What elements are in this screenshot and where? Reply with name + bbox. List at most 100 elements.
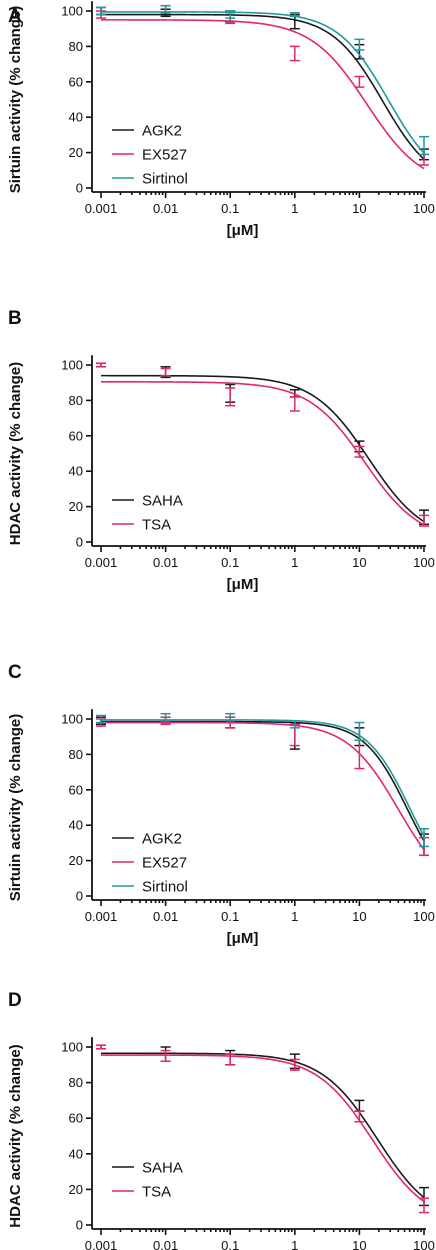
y-tick-label: 0: [76, 535, 83, 550]
x-tick-label: 0.1: [221, 909, 239, 924]
legend-label-tsa: TSA: [142, 517, 171, 534]
series-tsa: [96, 1044, 429, 1214]
y-tick-label: 80: [69, 747, 83, 762]
y-tick-label: 20: [69, 853, 83, 868]
error-bar: [354, 75, 365, 88]
y-tick-label: 0: [76, 181, 83, 196]
x-tick-label: 0.01: [153, 1238, 178, 1250]
legend-label-sirtinol: Sirtinol: [142, 879, 188, 896]
fit-curve-ex527: [101, 19, 425, 170]
x-tick-label: 1: [291, 555, 298, 570]
error-bar: [160, 367, 171, 377]
legend: SAHA TSA: [112, 1160, 183, 1201]
series-tsa: [96, 362, 429, 527]
x-tick-label: 100: [413, 555, 435, 570]
x-tick-label: 0.01: [153, 909, 178, 924]
legend-label-agk2: AGK2: [142, 831, 182, 848]
y-axis-label: Sirtuin activity (% change): [7, 714, 24, 902]
legend-label-sirtinol: Sirtinol: [142, 171, 188, 188]
error-bar: [419, 827, 429, 848]
series-saha: [96, 1044, 429, 1207]
error-bar: [289, 12, 300, 18]
error-bar: [289, 396, 300, 412]
error-bar: [354, 38, 365, 51]
error-bar: [96, 6, 106, 16]
error-bar: [225, 1053, 236, 1066]
error-bar: [225, 712, 236, 722]
legend-label-ex527: EX527: [142, 855, 187, 872]
error-bar: [225, 10, 236, 19]
error-bar: [96, 1044, 106, 1050]
error-bar: [289, 1058, 300, 1071]
error-bar: [354, 739, 365, 770]
error-bar: [354, 1110, 365, 1123]
y-tick-label: 40: [69, 110, 83, 125]
x-tick-label: 0.1: [221, 1238, 239, 1250]
y-tick-label: 0: [76, 889, 83, 904]
y-tick-label: 80: [69, 1075, 83, 1090]
y-tick-label: 60: [69, 1111, 83, 1126]
y-tick-label: 20: [69, 1182, 83, 1197]
chart-panel-a: A 0 20 40 60 80 100 0.001 0.01 0.1 1 10 100 [μM] Sirtu…: [7, 1, 435, 239]
y-tick-label: 20: [69, 499, 83, 514]
chart-panel-b: B 0 20 40 60 80 100 0.001 0.01 0.1 1 10 100 [μM] HDAC …: [7, 308, 435, 593]
chart-panel-c: C 0 20 40 60 80 100 0.001 0.01 0.1 1 10 100 [μM] Sirtu…: [7, 662, 435, 947]
x-tick-label: 1: [291, 1238, 298, 1250]
error-bar: [419, 135, 429, 156]
fit-curve-agk2: [101, 720, 425, 842]
fit-curve-agk2: [101, 13, 425, 160]
series-ex527: [96, 4, 429, 170]
legend-label-saha: SAHA: [142, 493, 183, 510]
legend-label-agk2: AGK2: [142, 123, 182, 140]
y-axis-label: HDAC activity (% change): [7, 362, 24, 545]
y-tick-label: 100: [61, 1040, 83, 1055]
fit-curve-saha: [101, 374, 425, 523]
y-tick-label: 100: [61, 358, 83, 373]
error-bar: [354, 721, 365, 741]
series-sirtinol: [96, 4, 429, 156]
legend-label-saha: SAHA: [142, 1160, 183, 1177]
y-tick-label: 80: [69, 393, 83, 408]
x-tick-label: 0.001: [85, 201, 118, 216]
error-bar: [160, 1049, 171, 1062]
error-bar: [96, 714, 106, 724]
y-tick-label: 60: [69, 428, 83, 443]
y-axis-label: HDAC activity (% change): [7, 1044, 24, 1227]
x-axis-label: [μM]: [227, 930, 259, 947]
legend: AGK2 EX527 Sirtinol: [112, 123, 188, 188]
y-tick-label: 20: [69, 145, 83, 160]
fit-curve-ex527: [101, 721, 425, 851]
legend: SAHA TSA: [112, 493, 183, 534]
x-tick-label: 10: [352, 201, 366, 216]
x-tick-label: 100: [413, 909, 435, 924]
x-tick-label: 100: [413, 1238, 435, 1250]
error-bar: [419, 1197, 429, 1214]
legend-label-ex527: EX527: [142, 147, 187, 164]
x-axis-label: [μM]: [227, 576, 259, 593]
x-tick-label: 10: [352, 909, 366, 924]
x-axis-label: [μM]: [227, 222, 259, 239]
fit-curve-tsa: [101, 1054, 425, 1203]
x-tick-label: 100: [413, 201, 435, 216]
y-tick-label: 40: [69, 1146, 83, 1161]
y-tick-label: 40: [69, 818, 83, 833]
panel-letter: B: [8, 308, 22, 329]
y-axis-label: Sirtuin activity (% change): [7, 6, 24, 194]
y-tick-label: 40: [69, 464, 83, 479]
panel-letter: A: [8, 6, 22, 27]
panel-letter: C: [8, 662, 22, 683]
x-tick-label: 0.1: [221, 201, 239, 216]
x-tick-label: 1: [291, 909, 298, 924]
x-tick-label: 0.001: [85, 555, 118, 570]
y-tick-label: 100: [61, 4, 83, 19]
error-bar: [160, 4, 171, 14]
y-tick-label: 100: [61, 712, 83, 727]
error-bar: [96, 362, 106, 368]
x-tick-label: 0.01: [153, 201, 178, 216]
x-tick-label: 0.1: [221, 555, 239, 570]
x-tick-label: 0.001: [85, 1238, 118, 1250]
x-tick-label: 0.001: [85, 909, 118, 924]
fit-curve-sirtinol: [101, 719, 425, 837]
